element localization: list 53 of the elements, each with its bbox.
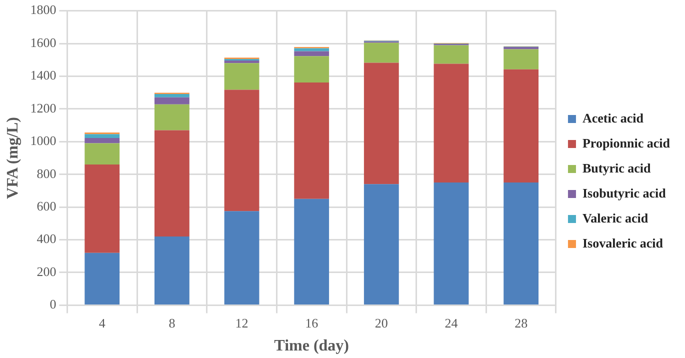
x-tick-label: 20 <box>374 315 388 330</box>
bar <box>294 51 330 56</box>
bar <box>364 184 399 304</box>
x-tick-label: 12 <box>235 315 248 330</box>
y-tick-label: 800 <box>36 166 56 181</box>
x-tick-label: 16 <box>305 315 319 330</box>
bar <box>294 56 330 82</box>
bar <box>434 182 469 304</box>
y-tick-label: 0 <box>50 296 56 312</box>
bar <box>504 69 539 183</box>
bar <box>294 82 330 199</box>
bar <box>224 90 260 212</box>
legend-label: Isobutyric acid <box>582 185 667 200</box>
bar <box>224 60 260 64</box>
bar <box>84 164 120 253</box>
bar <box>504 49 539 70</box>
bar <box>504 182 539 304</box>
y-tick-label: 200 <box>36 264 56 279</box>
bar <box>84 252 120 304</box>
y-axis-title: VFA (mg/L) <box>4 117 22 199</box>
bar <box>224 63 260 90</box>
y-tick-label: 400 <box>36 231 56 246</box>
legend-label: Valeric acid <box>582 210 649 226</box>
bar <box>154 130 190 237</box>
bar <box>154 94 190 98</box>
bar <box>364 42 399 63</box>
bar <box>84 138 120 144</box>
bar <box>154 236 190 304</box>
bar <box>434 45 469 64</box>
legend-label: Isovaleric acid <box>582 235 664 250</box>
bar <box>224 211 260 304</box>
x-tick-label: 28 <box>514 315 528 330</box>
bar <box>84 134 120 138</box>
y-tick-label: 600 <box>36 198 56 214</box>
x-tick-label: 24 <box>444 315 458 330</box>
bar <box>364 62 399 184</box>
bar <box>84 143 120 165</box>
x-axis-title: Time (day) <box>274 338 349 355</box>
y-tick-label: 1200 <box>30 100 56 116</box>
y-tick-label: 1800 <box>30 2 56 18</box>
legend-label: Propionnic acid <box>582 135 671 150</box>
x-tick-label: 4 <box>98 315 106 330</box>
bar <box>504 46 539 50</box>
y-tick-label: 1000 <box>30 133 56 148</box>
bar <box>154 104 190 130</box>
bar <box>434 64 469 183</box>
bar <box>154 97 190 104</box>
legend-label: Acetic acid <box>582 110 644 126</box>
bar <box>294 198 330 304</box>
y-tick-label: 1600 <box>30 34 56 50</box>
legend-label: Butyric acid <box>582 160 652 176</box>
y-tick-label: 1400 <box>30 68 56 83</box>
x-tick-label: 8 <box>168 315 176 330</box>
